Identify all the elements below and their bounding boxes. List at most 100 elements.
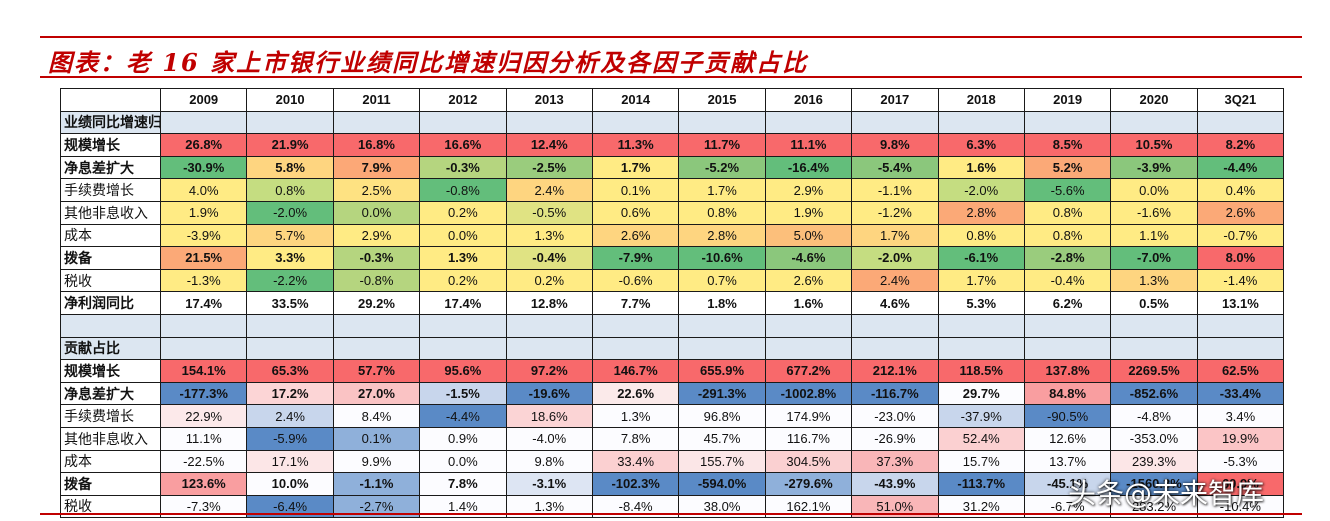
value-cell: -1.1% [332, 472, 421, 496]
value-cell: -291.3% [678, 381, 766, 406]
value-cell: 6.3% [937, 133, 1025, 157]
value-cell: 4.6% [851, 291, 939, 315]
section-label: 业绩同比增速归因拆解 [60, 110, 161, 135]
value-cell: 1.6% [937, 155, 1025, 180]
value-cell: 2.8% [678, 223, 766, 248]
page-title: 图表：老 16 家上市银行业绩同比增速归因分析及各因子贡献占比 [48, 48, 809, 77]
section-blank-cell [1023, 110, 1112, 135]
spacer-cell [937, 313, 1025, 338]
section-blank-cell [764, 336, 853, 361]
value-cell: 17.1% [246, 449, 334, 474]
spacer-cell [419, 313, 507, 338]
value-cell: 1.4% [419, 494, 507, 519]
value-cell: -279.6% [764, 472, 853, 496]
value-cell: 12.6% [1023, 426, 1112, 451]
value-cell: 2.9% [764, 178, 853, 202]
value-cell: 0.2% [419, 268, 507, 293]
value-cell: 0.7% [678, 268, 766, 293]
table-row: 净息差扩大 -30.9% 5.8% 7.9% -0.3% -2.5% 1.7% -5.2% -1… [60, 155, 1285, 180]
value-cell: 6.2% [1023, 291, 1112, 315]
value-cell: -2.7% [332, 494, 421, 519]
net-profit-row: 净利润同比 17.4% 33.5% 29.2% 17.4% 12.8% 7.7% 1.8% 1.… [60, 291, 1285, 315]
column-header: 2017 [851, 88, 939, 112]
value-cell: 5.0% [764, 223, 853, 248]
value-cell: -0.3% [419, 155, 507, 180]
row-label: 规模增长 [60, 133, 161, 157]
value-cell: 17.4% [419, 291, 507, 315]
section-blank-cell [505, 110, 593, 135]
column-header: 2012 [419, 88, 507, 112]
value-cell: 33.4% [591, 449, 680, 474]
section-label: 贡献占比 [60, 336, 161, 361]
section-blank-cell [159, 110, 248, 135]
value-cell: -6.4% [246, 494, 334, 519]
spacer-cell [851, 313, 939, 338]
value-cell: -852.6% [1110, 381, 1198, 406]
value-cell: 45.7% [678, 426, 766, 451]
value-cell: 29.7% [937, 381, 1025, 406]
value-cell: 1.3% [591, 404, 680, 428]
value-cell: 16.8% [332, 133, 421, 157]
table-row: 其他非息收入 11.1% -5.9% 0.1% 0.9% -4.0% 7.8% 45.7% 11… [60, 426, 1285, 451]
value-cell: 5.2% [1023, 155, 1112, 180]
section-blank-cell [159, 336, 248, 361]
value-cell: 1.9% [764, 200, 853, 225]
spacer-row [60, 313, 1285, 338]
value-cell: 0.0% [1110, 178, 1198, 202]
value-cell: 5.8% [246, 155, 334, 180]
value-cell: 2.6% [591, 223, 680, 248]
value-cell: 17.4% [159, 291, 248, 315]
value-cell: 1.7% [591, 155, 680, 180]
value-cell: -1.6% [1110, 200, 1198, 225]
row-label: 成本 [60, 223, 161, 248]
value-cell: -4.8% [1110, 404, 1198, 428]
value-cell: 0.0% [419, 223, 507, 248]
value-cell: 84.8% [1023, 381, 1112, 406]
value-cell: 162.1% [764, 494, 853, 519]
value-cell: 123.6% [159, 472, 248, 496]
value-cell: -1.4% [1196, 268, 1285, 293]
value-cell: 677.2% [764, 359, 853, 383]
value-cell: 8.2% [1196, 133, 1285, 157]
value-cell: -0.3% [332, 246, 421, 270]
section-blank-cell [1196, 110, 1285, 135]
spacer-cell [332, 313, 421, 338]
table-row: 手续费增长 4.0% 0.8% 2.5% -0.8% 2.4% 0.1% 1.7% 2.9% -1… [60, 178, 1285, 202]
value-cell: 10.0% [246, 472, 334, 496]
value-cell: 239.3% [1110, 449, 1198, 474]
section-blank-cell [1023, 336, 1112, 361]
header-corner [60, 88, 161, 112]
value-cell: 2.4% [505, 178, 593, 202]
value-cell: -0.8% [332, 268, 421, 293]
value-cell: 0.0% [332, 200, 421, 225]
value-cell: 7.8% [419, 472, 507, 496]
table-row: 规模增长 26.8% 21.9% 16.8% 16.6% 12.4% 11.3% 11.7% 1… [60, 133, 1285, 157]
value-cell: -5.2% [678, 155, 766, 180]
value-cell: -5.6% [1023, 178, 1112, 202]
value-cell: 11.1% [159, 426, 248, 451]
section-blank-cell [332, 336, 421, 361]
section-blank-cell [678, 110, 766, 135]
value-cell: -2.8% [1023, 246, 1112, 270]
row-label: 净利润同比 [60, 291, 161, 315]
value-cell: -0.4% [505, 246, 593, 270]
value-cell: 11.3% [591, 133, 680, 157]
value-cell: 0.5% [1110, 291, 1198, 315]
row-label: 税收 [60, 494, 161, 519]
value-cell: -6.7% [1023, 494, 1112, 519]
row-label: 拨备 [60, 246, 161, 270]
value-cell: 21.5% [159, 246, 248, 270]
value-cell: -594.0% [678, 472, 766, 496]
table-row: 其他非息收入 1.9% -2.0% 0.0% 0.2% -0.5% 0.6% 0.8% 1.9%… [60, 200, 1285, 225]
value-cell: 146.7% [591, 359, 680, 383]
value-cell: 118.5% [937, 359, 1025, 383]
value-cell: 1.7% [937, 268, 1025, 293]
value-cell: 0.8% [937, 223, 1025, 248]
value-cell: 21.9% [246, 133, 334, 157]
section-blank-cell [1110, 336, 1198, 361]
value-cell: 60.9% [1196, 472, 1285, 496]
value-cell: 65.3% [246, 359, 334, 383]
section-blank-cell [1110, 110, 1198, 135]
spacer-cell [1110, 313, 1198, 338]
value-cell: 3.3% [246, 246, 334, 270]
